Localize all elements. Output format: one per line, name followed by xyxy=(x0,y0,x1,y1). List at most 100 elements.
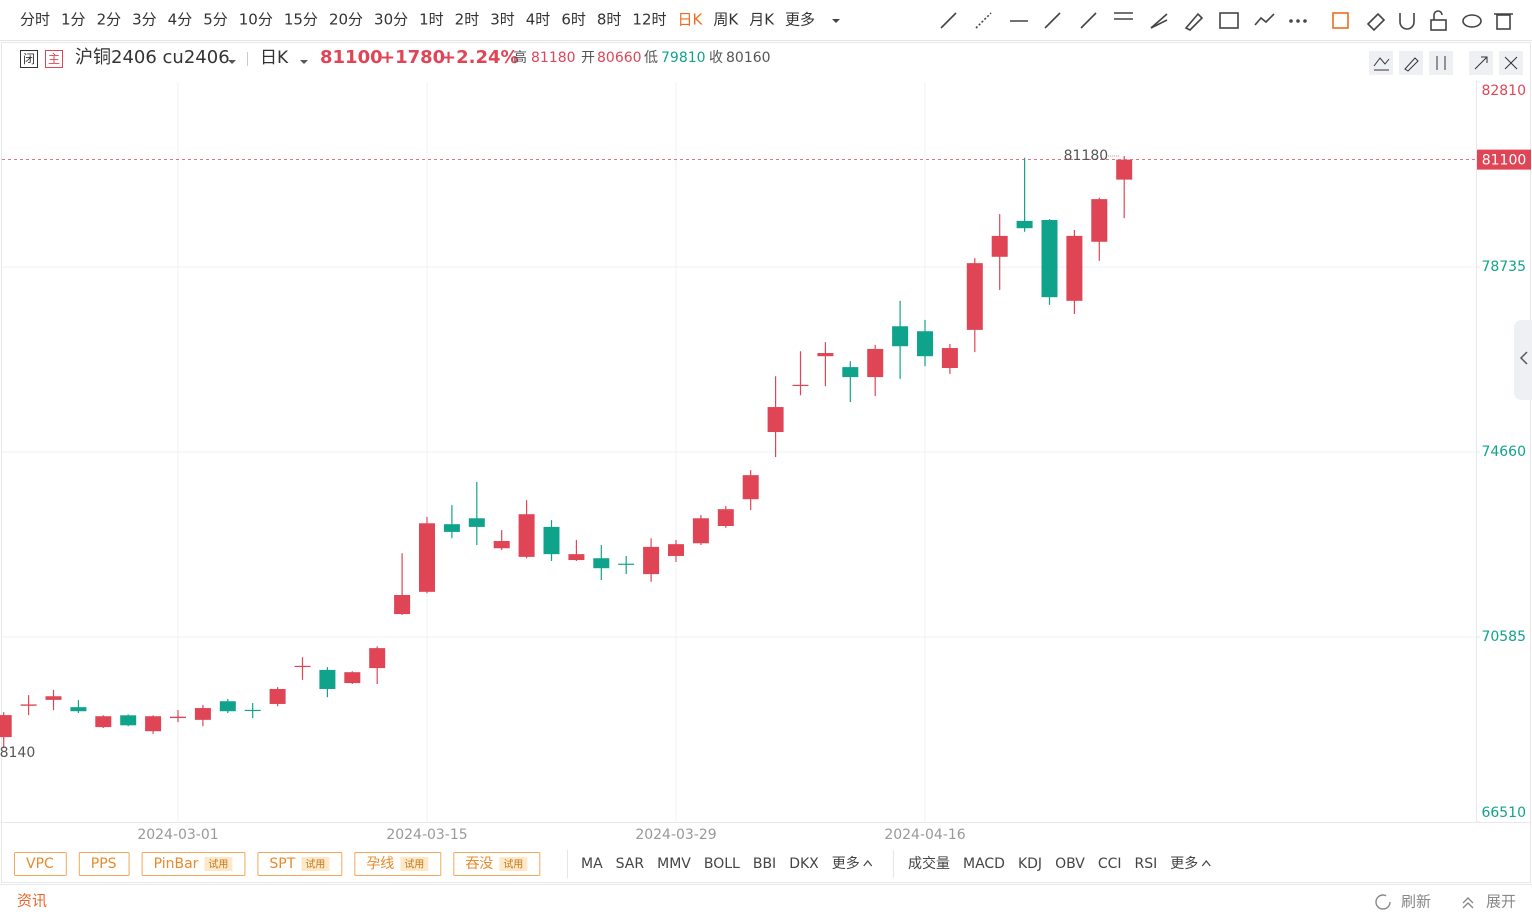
min-label: 68140 xyxy=(0,745,35,761)
candle-body xyxy=(817,353,834,357)
candle-body xyxy=(194,708,211,720)
candle-body xyxy=(294,665,311,668)
header-open: 80660 xyxy=(597,50,642,66)
side-tab-arrow xyxy=(1519,351,1528,365)
period-tab[interactable]: 3时 xyxy=(490,11,515,29)
period-tab[interactable]: 6时 xyxy=(561,11,586,29)
indicator-tab[interactable]: MA xyxy=(581,856,603,872)
header-period: 日K xyxy=(260,48,289,68)
candle-body xyxy=(717,509,734,526)
period-tab[interactable]: 2时 xyxy=(455,11,480,29)
pattern-name: 孕线 xyxy=(366,856,394,872)
indicator-tab[interactable]: 成交量 xyxy=(908,855,950,872)
refresh-icon xyxy=(1375,894,1391,910)
pattern-button[interactable] xyxy=(78,852,130,876)
candle-body xyxy=(1066,235,1083,301)
trial-badge-label: 试用 xyxy=(503,858,523,871)
indicator-tab[interactable]: SAR xyxy=(616,856,645,872)
header-price: 81100 xyxy=(320,47,383,68)
period-tab[interactable]: 4分 xyxy=(168,11,193,29)
candle-body xyxy=(917,331,933,357)
trial-badge-label: 试用 xyxy=(305,858,325,871)
x-tick-label: 2024-04-16 xyxy=(884,827,965,843)
candle-body xyxy=(593,558,610,569)
x-tick-label: 2024-03-15 xyxy=(386,827,467,843)
pattern-name: PinBar xyxy=(154,856,199,872)
y-tick-label: 78735 xyxy=(1481,259,1526,275)
candle-body xyxy=(1091,199,1108,242)
news-tab[interactable]: 资讯 xyxy=(17,892,47,910)
period-tab[interactable]: 30分 xyxy=(374,11,408,29)
header-close-label: 收 xyxy=(709,50,723,66)
candle-body xyxy=(369,648,386,669)
trial-badge-label: 试用 xyxy=(208,858,228,871)
period-tab[interactable]: 5分 xyxy=(203,11,228,29)
candle-body xyxy=(842,367,859,378)
expand-button[interactable]: 展开 xyxy=(1486,893,1516,911)
header-icons[interactable] xyxy=(20,19,1524,75)
candle-body xyxy=(20,704,37,706)
indicator-tab[interactable]: MACD xyxy=(963,856,1005,872)
period-tab[interactable]: 更多 xyxy=(785,11,815,29)
candle-body xyxy=(344,672,361,684)
header-change: +1780 xyxy=(380,47,445,68)
refresh-button[interactable]: 刷新 xyxy=(1401,893,1431,911)
period-tab[interactable]: 10分 xyxy=(239,11,273,29)
indicator-tab[interactable]: CCI xyxy=(1098,856,1122,872)
chevron xyxy=(1201,860,1211,867)
candle-body xyxy=(643,546,660,575)
header-low: 79810 xyxy=(661,50,706,66)
trial-badge xyxy=(400,857,429,871)
candle-body xyxy=(742,475,759,500)
candle-body xyxy=(792,384,809,387)
icon-label: 闭 xyxy=(23,52,35,66)
candle-body xyxy=(1041,220,1058,298)
period-tab[interactable]: 1分 xyxy=(61,11,86,29)
drawing-tools[interactable] xyxy=(940,10,1513,32)
candle-body xyxy=(966,263,983,330)
y-tick-label: 66510 xyxy=(1481,805,1526,821)
candle-body xyxy=(518,514,535,557)
candle-body xyxy=(991,235,1008,257)
candle-body xyxy=(668,544,684,556)
indicator-tab[interactable]: DKX xyxy=(789,856,819,872)
period-tab[interactable]: 4时 xyxy=(526,11,551,29)
period-tab[interactable]: 2分 xyxy=(97,11,122,29)
toolbar-bg xyxy=(0,0,1532,40)
candle-body xyxy=(493,540,510,549)
candle-body xyxy=(767,407,784,433)
header-high: 81180 xyxy=(531,50,576,66)
candle-body xyxy=(1016,220,1033,229)
header-close: 80160 xyxy=(726,50,771,66)
period-tab[interactable]: 1时 xyxy=(419,11,444,29)
indicator-tab[interactable]: OBV xyxy=(1055,856,1085,872)
candle-body xyxy=(120,715,137,726)
icon-label: 主 xyxy=(48,52,60,66)
period-tab[interactable]: 12时 xyxy=(632,11,666,29)
indicator-tab[interactable]: BBI xyxy=(753,856,776,872)
candle-body xyxy=(468,518,485,527)
pattern-button[interactable] xyxy=(14,852,67,876)
candle-body xyxy=(692,518,709,544)
period-tab[interactable]: 分时 xyxy=(20,11,50,29)
candle-body xyxy=(170,716,186,719)
candle-body xyxy=(394,595,411,615)
indicator-tab[interactable]: 更多 xyxy=(1170,855,1198,872)
indicator-tab[interactable]: 更多 xyxy=(832,855,860,872)
period-tab[interactable]: 日K xyxy=(678,11,704,29)
candle-body xyxy=(618,563,635,565)
period-tab[interactable]: 8时 xyxy=(597,11,622,29)
indicator-tab[interactable]: KDJ xyxy=(1018,856,1042,872)
candle-body xyxy=(95,716,112,728)
period-tab[interactable]: 3分 xyxy=(132,11,157,29)
period-tab[interactable]: 20分 xyxy=(329,11,363,29)
period-tab[interactable]: 月K xyxy=(749,11,775,29)
period-tab[interactable]: 周K xyxy=(713,11,739,29)
indicator-tab[interactable]: MMV xyxy=(657,856,691,872)
indicator-tab[interactable]: BOLL xyxy=(704,856,740,872)
candle-body xyxy=(419,523,435,592)
period-tab[interactable]: 15分 xyxy=(284,11,318,29)
indicator-tab[interactable]: RSI xyxy=(1135,856,1158,872)
